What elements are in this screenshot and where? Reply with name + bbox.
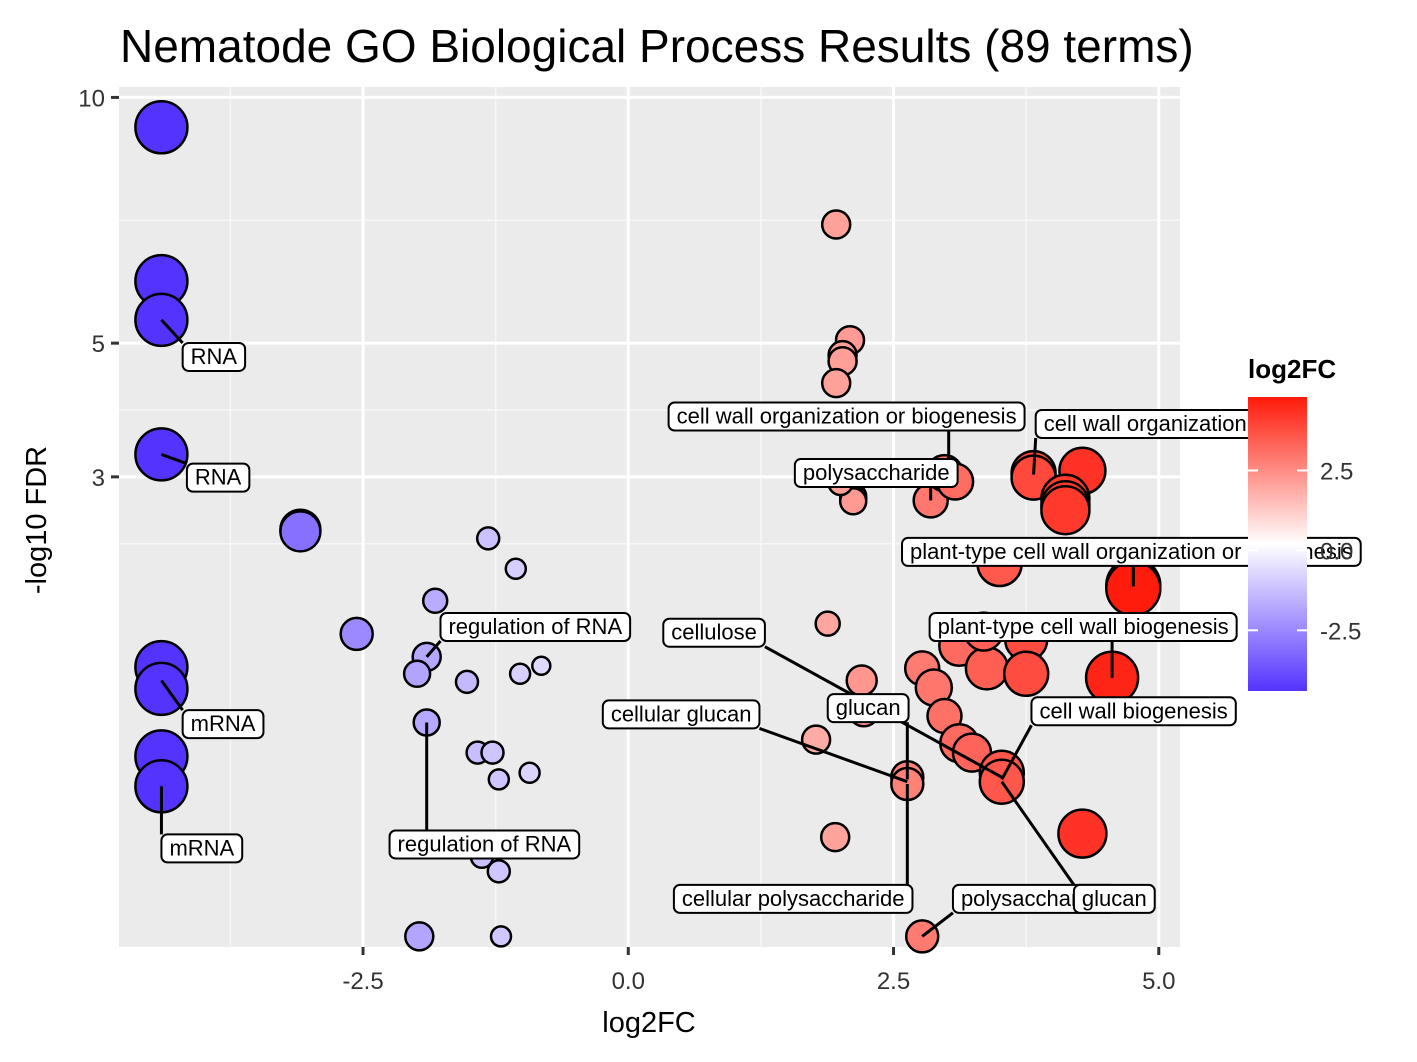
colorbar-tick-label: 2.5 [1320, 459, 1353, 486]
data-point [819, 821, 851, 853]
data-point [489, 925, 513, 948]
data-point [487, 768, 511, 791]
annotation-box [388, 829, 581, 860]
annotation-label: cellular polysaccharide [682, 886, 905, 911]
data-point [475, 526, 501, 551]
annotation-leader [160, 318, 184, 344]
annotation-leader [160, 679, 184, 712]
data-point [339, 616, 374, 652]
annotation-box [1030, 696, 1237, 727]
data-point [486, 859, 512, 884]
annotation-box [662, 617, 766, 648]
x-tick-label: 0.0 [612, 968, 645, 995]
annotation-leader [425, 640, 442, 658]
y-axis-title: -log10 FDR [21, 446, 53, 594]
data-point [1002, 650, 1050, 698]
annotation-label: regulation of RNA [448, 614, 622, 639]
plot-panel [119, 87, 1180, 947]
annotation-leader [921, 911, 954, 938]
annotation-label: RNA [191, 344, 238, 369]
data-point [134, 427, 189, 482]
annotation-label: cell wall biogenesis [1039, 698, 1227, 723]
data-point [480, 740, 505, 765]
colorbar-ticks: 2.5 0.0 -2.5 [1248, 459, 1361, 645]
annotation-label: mRNA [191, 711, 256, 736]
annotation-leader [1000, 780, 1076, 886]
data-point [1040, 484, 1091, 536]
annotation-label: cellular glucan [611, 701, 752, 726]
data-point [531, 655, 552, 677]
y-tick-label: 5 [92, 331, 105, 358]
data-point [402, 659, 432, 689]
x-axis-title: log2FC [602, 1007, 696, 1039]
colorbar-tick-label: -2.5 [1320, 618, 1361, 645]
colorbar-gradient [1248, 397, 1307, 691]
data-point [421, 587, 449, 615]
annotation-label: mRNA [169, 835, 234, 860]
annotation-label: polysaccharide [803, 460, 950, 485]
x-tick-label: 2.5 [877, 968, 910, 995]
chart-title: Nematode GO Biological Process Results (… [120, 20, 1194, 72]
annotation-box [181, 709, 265, 740]
annotation-label: regulation of RNA [398, 831, 572, 856]
data-point [1057, 808, 1108, 859]
annotation-box [160, 833, 244, 864]
data-point [518, 761, 541, 785]
annotation-label: cell wall organization or biogenesis [677, 403, 1017, 428]
annotation-label: RNA [195, 465, 242, 490]
grid-lines [119, 87, 1180, 947]
y-tick-label: 3 [92, 465, 105, 492]
annotation-label: glucan [1082, 886, 1147, 911]
axes: -2.5 0.0 2.5 5.0 3 5 10 [78, 85, 1175, 995]
annotation-label: plant-type cell wall biogenesis [938, 614, 1229, 639]
annotation-leader [1000, 724, 1033, 781]
data-point [404, 921, 435, 952]
annotation-leader [758, 727, 908, 784]
colorbar-title: log2FC [1248, 354, 1336, 384]
data-point [820, 367, 852, 399]
colorbar-tick-label: 0.0 [1320, 538, 1353, 565]
annotation-box [185, 462, 251, 493]
annotation-box [181, 341, 247, 372]
annotation-box [793, 458, 959, 489]
annotation-box [601, 699, 761, 730]
data-point [838, 487, 868, 516]
data-point [508, 662, 532, 686]
annotation-label: cellulose [671, 620, 757, 645]
data-point [454, 669, 480, 695]
annotation-box [928, 611, 1238, 642]
annotation-label: cell wall organization [1044, 411, 1247, 436]
x-tick-label: -2.5 [342, 968, 383, 995]
y-tick-label: 10 [78, 85, 105, 112]
annotation-box [672, 883, 914, 914]
data-point [279, 510, 322, 553]
data-point [134, 661, 189, 717]
data-point [964, 646, 1010, 691]
x-tick-label: 5.0 [1142, 968, 1175, 995]
data-point [504, 557, 528, 581]
point-annotations: RNA RNA mRNA mRNA regulation of RNA regulatio… [159, 318, 1362, 938]
annotation-box [439, 611, 632, 642]
data-point [134, 100, 189, 155]
annotation-box [1072, 883, 1156, 914]
annotation-label: glucan [836, 695, 901, 720]
annotation-box [667, 401, 1026, 432]
data-point [820, 209, 852, 240]
data-point [845, 664, 878, 697]
annotation-box [826, 693, 910, 724]
annotation-leader [1032, 437, 1038, 475]
data-point [814, 610, 841, 637]
colorbar-legend: log2FC 2.5 0.0 -2.5 [1248, 354, 1361, 691]
annotation-box [901, 536, 1362, 567]
annotation-leader [160, 453, 188, 466]
